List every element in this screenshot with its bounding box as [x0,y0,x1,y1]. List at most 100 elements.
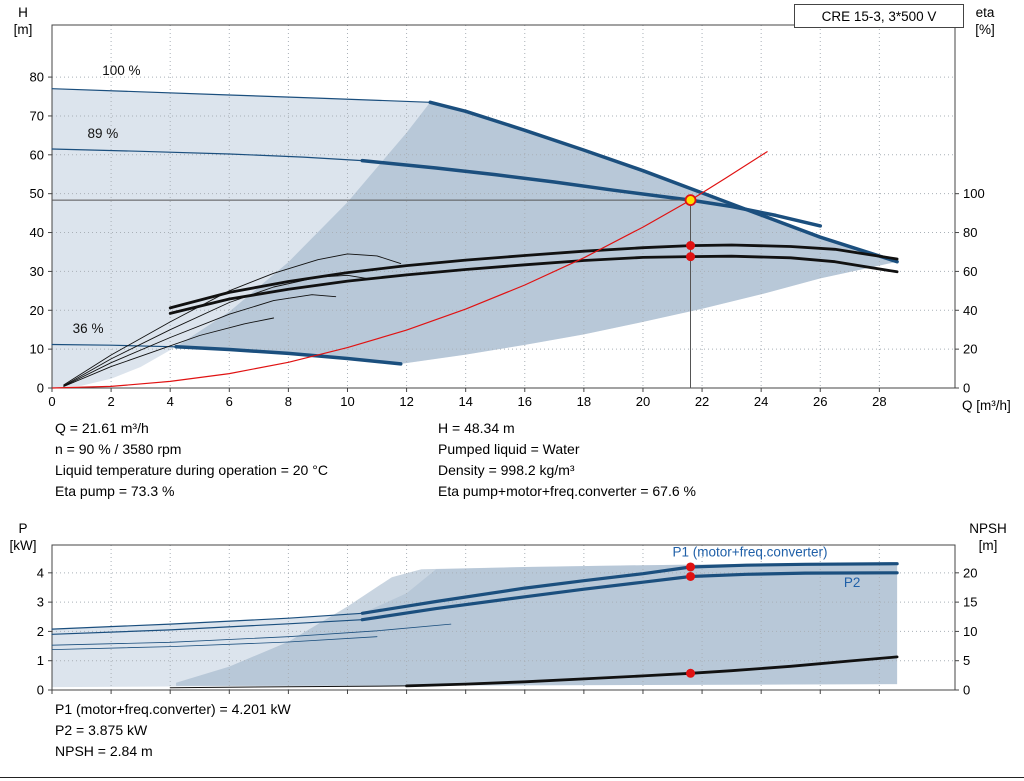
y2-tick-label: 10 [963,624,977,639]
power-info: P1 (motor+freq.converter) = 4.201 kW P2 =… [55,699,291,762]
p2-duty-point [686,571,696,581]
label-p2: P2 [844,575,861,590]
eta-axis-symbol: eta [975,5,995,20]
y-tick-label: 50 [30,186,44,201]
info-line: Q = 21.61 m³/h [55,420,149,436]
y2-tick-label: 0 [963,683,970,698]
speed-curve-36-thin [51,343,177,348]
speed-curve-90-thin [51,148,363,162]
x-tick-label: 26 [813,394,827,409]
y2-tick-label: 100 [963,186,985,201]
info-line: NPSH = 2.84 m [55,743,153,759]
info-line: Eta pump = 73.3 % [55,483,175,499]
x-tick-label: 0 [48,394,55,409]
y2-tick-label: 80 [963,225,977,240]
p1-curve-thin [51,612,363,630]
y2-tick-label: 5 [963,653,970,668]
eta-family-arc-1 [63,253,402,386]
info-line: Pumped liquid = Water [438,441,580,457]
info-line: Liquid temperature during operation = 20… [55,462,328,478]
y-tick-label: 0 [37,381,44,396]
speed-curve-90-thick [360,158,823,228]
x-tick-label: 22 [695,394,709,409]
y-tick-label: 80 [30,70,44,85]
h-axis-unit: [m] [13,22,33,37]
y-tick-label: 0 [37,683,44,698]
speed-curve-100-thick [428,100,899,264]
eta-family-arc-4 [63,317,275,387]
eta-pump-point [686,241,696,251]
x-tick-label: 12 [399,394,413,409]
y-tick-label: 4 [37,565,44,580]
eta-total-curve [168,254,899,315]
p-axis-title: P [kW] [4,520,42,554]
power-npsh-chart: P1 (motor+freq.converter) P2 0 1 2 3 4 0 5 10 15 20 [37,544,977,698]
duty-info-right: H = 48.34 m Pumped liquid = Water Density … [438,418,696,502]
x-tick-label: 4 [167,394,174,409]
npsh-curve-thin [169,685,408,689]
q-axis-title: Q [m³/h] [962,397,1024,414]
duty-info-left: Q = 21.61 m³/h n = 90 % / 3580 rpm Liquid … [55,418,328,502]
page-divider [0,777,1024,778]
npsh-axis-symbol: NPSH [969,521,1007,536]
info-line: Eta pump+motor+freq.converter = 67.6 % [438,483,696,499]
power-envelope-dark [176,562,898,686]
qh-eta-chart: 100 %89 %36 %0 2 4 6 8 10 12 14 16 18 20 22 24 26 2801… [30,24,985,409]
y2-tick-label: 60 [963,264,977,279]
x-tick-label: 14 [458,394,472,409]
info-line: n = 90 % / 3580 rpm [55,441,182,457]
eta-axis-title: eta [%] [968,4,1002,38]
x-tick-label: 18 [577,394,591,409]
y-tick-label: 10 [30,342,44,357]
x-tick-label: 10 [340,394,354,409]
affinity-parabola-red [51,151,768,389]
h-axis-title: H [m] [6,4,40,38]
x-tick-label: 2 [107,394,114,409]
y-tick-label: 40 [30,225,44,240]
label-speed-36: 36 % [73,321,104,336]
p2-curve-thin [51,619,363,635]
y-tick-label: 20 [30,303,44,318]
speed-curve-36-thick [174,345,403,366]
p-axis-unit: [kW] [9,538,37,553]
y-tick-label: 60 [30,147,44,162]
plot-frame [51,24,956,389]
y2-tick-label: 40 [963,303,977,318]
plot-frame [51,544,956,691]
q-axis-label: Q [m³/h] [962,398,1011,413]
x-tick-label: 8 [285,394,292,409]
eta-total-point [686,252,696,262]
info-line: P1 (motor+freq.converter) = 4.201 kW [55,701,291,717]
x-tick-label: 6 [226,394,233,409]
x-tick-label: 28 [872,394,886,409]
y2-tick-label: 20 [963,342,977,357]
eta-pump-curve [168,243,899,310]
power-family-thin-1 [51,623,452,646]
y-tick-label: 3 [37,595,44,610]
p1-duty-point [686,562,696,572]
y-tick-label: 1 [37,653,44,668]
info-line: Density = 998.2 kg/m³ [438,462,575,478]
npsh-axis-title: NPSH [m] [964,520,1012,554]
x-tick-label: 24 [754,394,768,409]
info-line: P2 = 3.875 kW [55,722,148,738]
label-p1: P1 (motor+freq.converter) [673,545,828,560]
power-family-thin-2 [51,636,378,650]
npsh-duty-point [686,668,696,678]
p2-curve-thick [360,571,899,622]
operating-envelope-dark [176,102,898,364]
y-tick-label: 70 [30,108,44,123]
h-axis-symbol: H [18,5,28,20]
p-axis-symbol: P [18,521,28,536]
eta-axis-unit: [%] [975,22,995,37]
npsh-curve-thick [405,655,899,688]
y-tick-label: 30 [30,264,44,279]
y-tick-label: 2 [37,624,44,639]
eta-family-arc-3 [63,294,337,387]
speed-curve-100-thin [51,88,431,103]
label-speed-100: 100 % [102,63,140,78]
y2-tick-label: 20 [963,565,977,580]
p1-curve-thick [360,562,899,615]
label-speed-89: 89 % [87,126,118,141]
